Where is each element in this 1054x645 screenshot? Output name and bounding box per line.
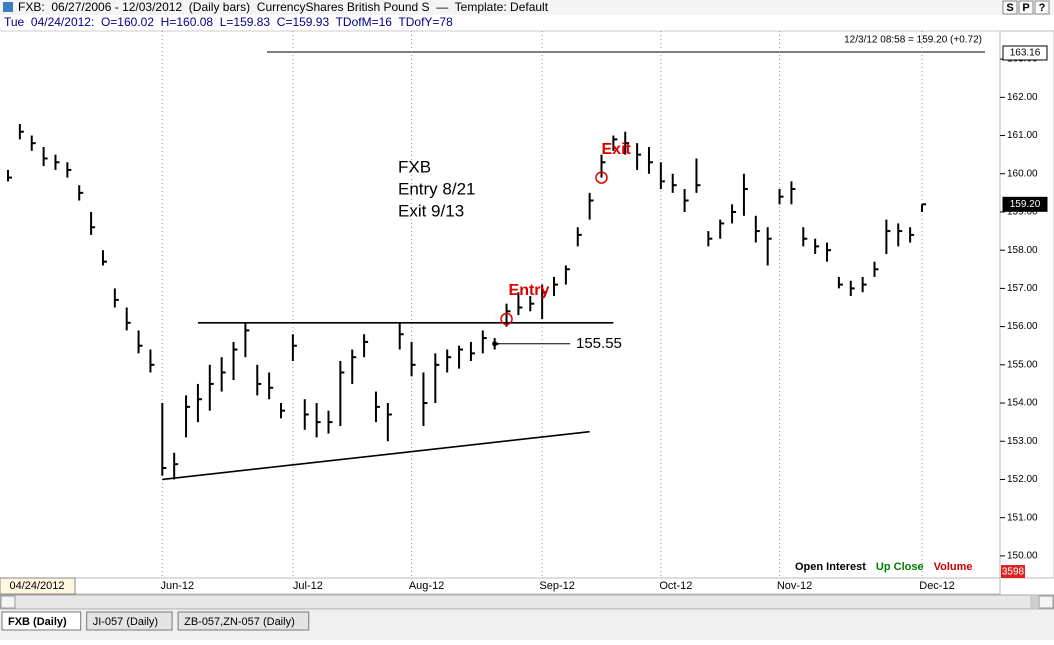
window-title: FXB: 06/27/2006 - 12/03/2012 (Daily bars… bbox=[18, 0, 549, 14]
tab-label[interactable]: FXB (Daily) bbox=[8, 616, 67, 628]
bar-info: Tue 04/24/2012: O=160.02 H=160.08 L=159.… bbox=[4, 15, 453, 29]
time-axis bbox=[0, 577, 1001, 595]
y-tick-label: 151.00 bbox=[1007, 512, 1038, 523]
scroll-left[interactable] bbox=[0, 595, 16, 609]
y-tick-label: 160.00 bbox=[1007, 168, 1038, 179]
x-tick-label: Dec-12 bbox=[919, 580, 954, 592]
header-button-label[interactable]: P bbox=[1022, 2, 1029, 14]
price-box bbox=[1002, 45, 1048, 61]
header-button-label[interactable]: S bbox=[1006, 2, 1013, 14]
tab-shape[interactable] bbox=[86, 611, 173, 631]
x-tick-label: Jun-12 bbox=[160, 580, 194, 592]
y-tick-label: 157.00 bbox=[1007, 283, 1038, 294]
x-tick-label: Sep-12 bbox=[539, 580, 574, 592]
scroll-right[interactable] bbox=[1038, 595, 1054, 609]
exit-label: Exit bbox=[602, 141, 632, 158]
header-button[interactable] bbox=[1018, 0, 1034, 15]
x-tick-label: Jul-12 bbox=[293, 580, 323, 592]
trend-line bbox=[162, 430, 590, 481]
exit-marker bbox=[595, 171, 608, 184]
buttons: S P? bbox=[1002, 0, 1050, 15]
y-tick-label: 161.00 bbox=[1007, 130, 1038, 141]
last-quote: 12/3/12 08:58 = 159.20 (+0.72) bbox=[844, 35, 982, 46]
price-box bbox=[1002, 196, 1048, 212]
x-tick-label: Oct-12 bbox=[659, 580, 692, 592]
volume-label: 3598 bbox=[1002, 567, 1025, 578]
tab[interactable]: FXB (Daily) bbox=[1, 611, 82, 631]
y-tick-label: 155.00 bbox=[1007, 359, 1038, 370]
note-line: Entry 8/21 bbox=[398, 179, 476, 198]
entry-marker bbox=[500, 312, 513, 326]
price-box-label: 163.16 bbox=[1010, 48, 1041, 59]
price-axis bbox=[999, 30, 1054, 579]
tab-label[interactable]: ZB-057,ZN-057 (Daily) bbox=[184, 616, 295, 628]
tab-label[interactable]: JI-057 (Daily) bbox=[93, 616, 158, 628]
entry-label: Entry bbox=[509, 282, 550, 299]
y-tick-label: 150.00 bbox=[1007, 551, 1038, 562]
header-button[interactable] bbox=[1002, 0, 1018, 15]
price-box-label: 159.20 bbox=[1010, 199, 1041, 210]
date-box bbox=[0, 577, 76, 595]
y-tick-label: 152.00 bbox=[1007, 474, 1038, 485]
note-line: FXB bbox=[398, 157, 431, 176]
y-tick-label: 156.00 bbox=[1007, 321, 1038, 332]
tab-strip bbox=[0, 610, 1054, 640]
tab-shape[interactable] bbox=[177, 611, 310, 631]
tab[interactable]: JI-057 (Daily) bbox=[86, 611, 173, 631]
x-tick-label: Nov-12 bbox=[777, 580, 812, 592]
indicator-label: Volume bbox=[934, 561, 973, 573]
level-dot bbox=[492, 341, 498, 347]
volume-box bbox=[1001, 565, 1025, 578]
header-button[interactable] bbox=[1034, 0, 1050, 15]
title-bar bbox=[0, 0, 1054, 15]
y-tick-label: 159.00 bbox=[1007, 207, 1038, 218]
indicator-label: Open Interest bbox=[795, 561, 866, 573]
app-icon bbox=[3, 2, 13, 12]
y-tick-label: 153.00 bbox=[1007, 436, 1038, 447]
y-tick-label: 162.00 bbox=[1007, 92, 1038, 103]
tab-shape[interactable] bbox=[1, 611, 82, 631]
level-label: 155.55 bbox=[576, 335, 622, 352]
y-tick-label: 158.00 bbox=[1007, 245, 1038, 256]
header-button-label[interactable]: ? bbox=[1039, 2, 1046, 14]
x-tick-label: 04/24/2012 bbox=[9, 580, 64, 592]
y-tick-label: 154.00 bbox=[1007, 398, 1038, 409]
x-tick-label: Aug-12 bbox=[409, 580, 444, 592]
tabs: FXB (Daily) JI-057 (Daily) ZB-057,ZN-057 (… bbox=[1, 611, 310, 631]
scrollbar[interactable] bbox=[0, 594, 1054, 610]
tab[interactable]: ZB-057,ZN-057 (Daily) bbox=[177, 611, 310, 631]
note-line: Exit 9/13 bbox=[398, 201, 464, 220]
scroll-thumb[interactable] bbox=[1030, 596, 1038, 608]
indicator-label: Up Close bbox=[876, 561, 924, 573]
